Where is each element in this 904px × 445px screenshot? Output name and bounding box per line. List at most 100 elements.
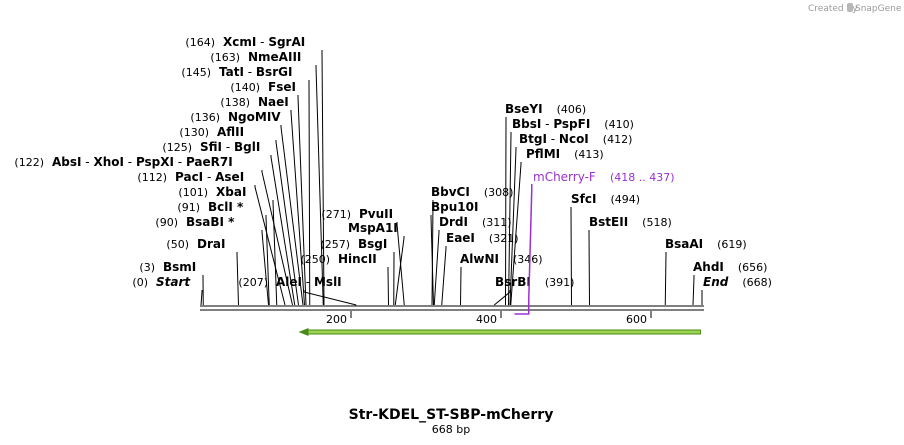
enzyme-name: AflII (217, 125, 244, 139)
enzyme-site-drdi[interactable]: DrdI (311) (439, 215, 512, 229)
enzyme-site-paci[interactable]: PacI - AseI (112) (137, 170, 244, 184)
enzyme-site-mspa1i[interactable]: MspA1I (348, 221, 398, 235)
enzyme-label: XbaI (216, 185, 246, 199)
enzyme-site-alwni[interactable]: AlwNI (346) (460, 252, 543, 266)
enzyme-position: (668) (742, 276, 772, 289)
enzyme-label: NaeI (258, 95, 289, 109)
feature-arrow[interactable] (298, 328, 701, 336)
enzyme-name: PacI (175, 170, 203, 184)
enzyme-site-start[interactable]: Start (0) (132, 275, 191, 289)
enzyme-position: (257) (320, 238, 350, 251)
primer-range: (418 .. 437) (610, 171, 675, 184)
enzyme-site-nmeaiii[interactable]: NmeAIII (163) (210, 50, 301, 64)
enzyme-label: HincII (338, 252, 377, 266)
leader-line (430, 215, 434, 306)
enzyme-name: BsaAI (665, 237, 703, 251)
leader-line (261, 170, 293, 306)
enzyme-site-absi[interactable]: AbsI - XhoI - PspXI - PaeR7I (122) (14, 155, 232, 169)
leader-line (303, 290, 357, 306)
enzyme-label: SfiI - BglI (200, 140, 260, 154)
enzyme-name: SfcI (571, 192, 596, 206)
enzyme-name: BclI * (208, 200, 244, 214)
enzyme-site-bsabi[interactable]: BsaBI * (90) (155, 215, 235, 229)
enzyme-label: BtgI - NcoI (519, 132, 589, 146)
enzyme-position: (130) (179, 126, 209, 139)
enzyme-position: (91) (177, 201, 200, 214)
enzyme-site-eaei[interactable]: EaeI (321) (446, 231, 519, 245)
enzyme-site-alei[interactable]: AleI - MslI (207) (238, 275, 341, 289)
enzyme-site-xcmi[interactable]: XcmI - SgrAI (164) (185, 35, 305, 49)
enzyme-site-end[interactable]: End (668) (703, 275, 772, 289)
enzyme-site-ngomiv[interactable]: NgoMIV (136) (190, 110, 281, 124)
enzyme-name: BtgI (519, 132, 547, 146)
enzyme-site-bsmi[interactable]: BsmI (3) (139, 260, 196, 274)
leader-line (315, 65, 324, 306)
enzyme-site-bbvci[interactable]: BbvCI (308) (431, 185, 513, 199)
enzyme-site-bsgi[interactable]: BsgI (257) (320, 237, 387, 251)
leader-line (270, 155, 296, 306)
enzyme-position: (122) (14, 156, 44, 169)
enzyme-name: SgrAI (268, 35, 305, 49)
enzyme-site-xbai[interactable]: XbaI (101) (178, 185, 246, 199)
feature-bar (306, 329, 701, 335)
enzyme-position: (518) (642, 216, 672, 229)
enzyme-site-pvuii[interactable]: PvuII (271) (321, 207, 393, 221)
enzyme-label: BsgI (358, 237, 387, 251)
enzyme-site-sfii[interactable]: SfiI - BglI (125) (162, 140, 260, 154)
enzyme-site-naei[interactable]: NaeI (138) (220, 95, 288, 109)
enzyme-site-bsaai[interactable]: BsaAI (619) (665, 237, 747, 251)
leader-line (387, 267, 389, 306)
primer-mcherry-f[interactable]: mCherry-F (418 .. 437) (514, 170, 675, 315)
leader-line (290, 110, 305, 306)
enzyme-site-drai[interactable]: DraI (50) (166, 237, 225, 251)
leader-line (297, 95, 307, 306)
enzyme-site-bcli[interactable]: BclI * (91) (177, 200, 244, 214)
leader-line (570, 207, 572, 306)
enzyme-name: NgoMIV (228, 110, 281, 124)
leader-line (261, 230, 269, 306)
enzyme-site-hincii[interactable]: HincII (250) (300, 252, 376, 266)
enzyme-site-bbsi[interactable]: BbsI - PspFI (410) (512, 117, 634, 131)
enzyme-label: PflMI (526, 147, 560, 161)
enzyme-position: (140) (230, 81, 260, 94)
name-separator: - (222, 140, 234, 154)
enzyme-label: AbsI - XhoI - PspXI - PaeR7I (52, 155, 233, 169)
enzyme-site-aflii[interactable]: AflII (130) (179, 125, 244, 139)
enzyme-name: XcmI (223, 35, 256, 49)
enzyme-label: MspA1I (348, 221, 398, 235)
enzyme-position: (207) (238, 276, 268, 289)
leader-line (505, 117, 507, 306)
enzyme-position: (125) (162, 141, 192, 154)
enzyme-site-sfci[interactable]: SfcI (494) (571, 192, 640, 206)
enzyme-name: PaeR7I (186, 155, 233, 169)
leader-lines (200, 50, 703, 306)
enzyme-name: TatI (219, 65, 244, 79)
leader-line (236, 252, 239, 306)
enzyme-site-bsrbi[interactable]: BsrBI (391) (495, 275, 574, 289)
enzyme-label: BclI * (208, 200, 244, 214)
enzyme-site-bseyi[interactable]: BseYI (406) (505, 102, 586, 116)
enzyme-name: BbsI (512, 117, 541, 131)
enzyme-name: AlwNI (460, 252, 499, 266)
enzyme-site-bpu10i[interactable]: Bpu10I (431, 200, 478, 214)
enzyme-position: (112) (137, 171, 167, 184)
enzyme-site-bsteii[interactable]: BstEII (518) (589, 215, 672, 229)
enzyme-site-pflmi[interactable]: PflMI (413) (526, 147, 604, 161)
ruler-tick-label: 200 (326, 313, 347, 326)
enzyme-label: NmeAIII (248, 50, 301, 64)
enzyme-label: BsaAI (665, 237, 703, 251)
primer-binding-mark (514, 300, 530, 315)
feature-arrowhead-icon (298, 328, 309, 336)
enzyme-name: XhoI (93, 155, 124, 169)
enzyme-site-ahdi[interactable]: AhdI (656) (693, 260, 767, 274)
name-separator: - (203, 170, 215, 184)
site-labels: Start (0) BsmI (3) DraI (50) BsaBI * (90) BclI *… (14, 35, 772, 289)
enzyme-site-btgi[interactable]: BtgI - NcoI (412) (519, 132, 632, 146)
enzyme-site-fsei[interactable]: FseI (140) (230, 80, 296, 94)
name-separator: - (302, 275, 314, 289)
leader-line (254, 185, 286, 306)
enzyme-site-tati[interactable]: TatI - BsrGI (145) (181, 65, 292, 79)
leader-line (508, 132, 512, 306)
enzyme-position: (164) (185, 36, 215, 49)
enzyme-label: FseI (268, 80, 296, 94)
